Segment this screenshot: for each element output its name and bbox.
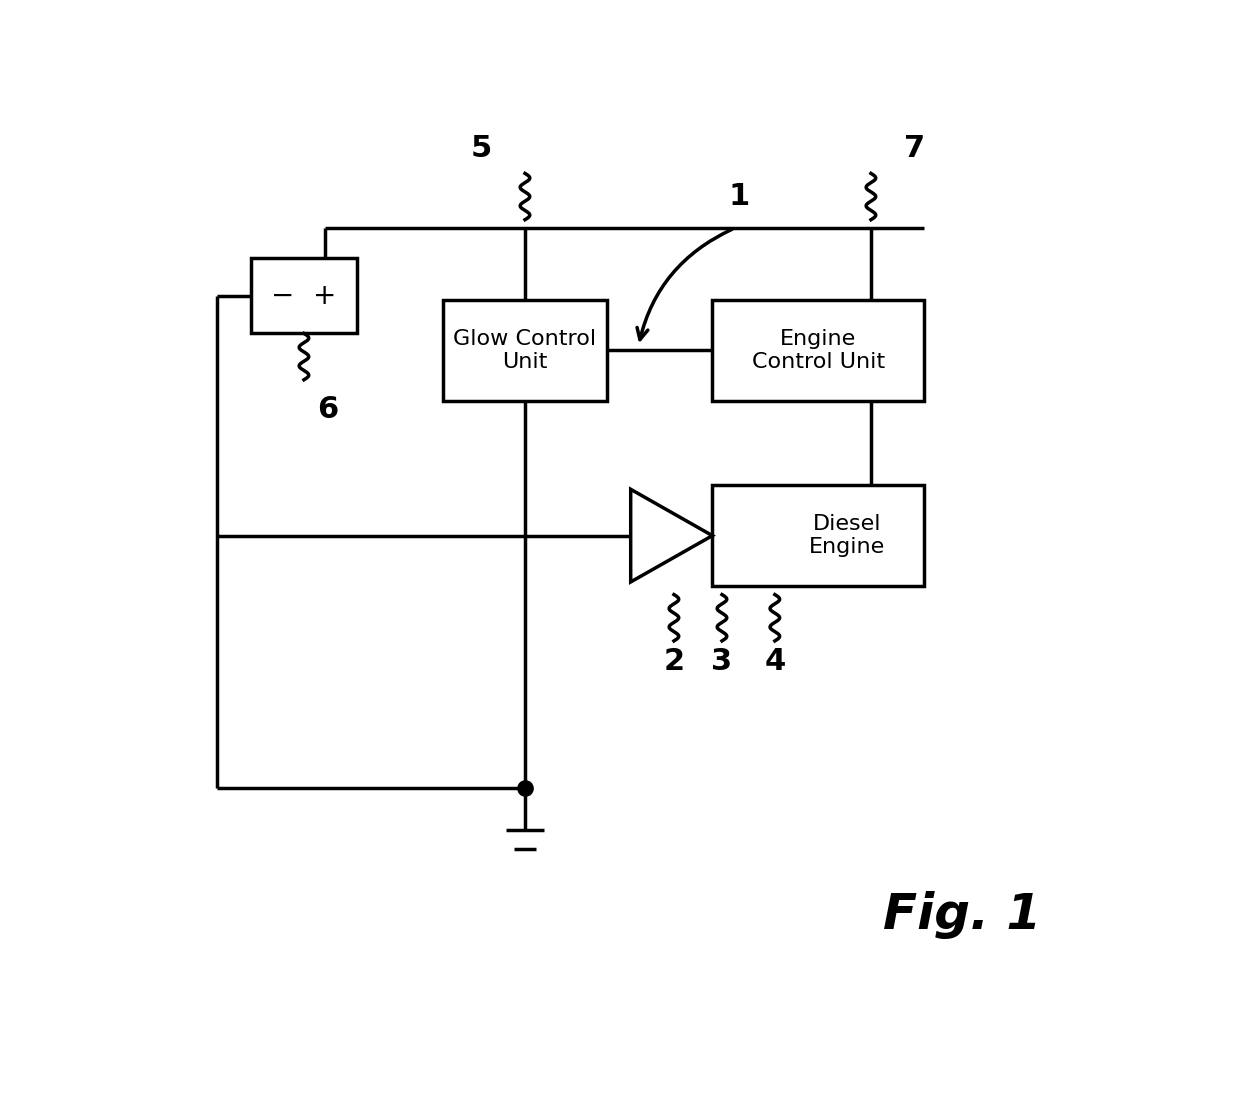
Text: +: + bbox=[314, 281, 337, 310]
Text: −: − bbox=[272, 281, 294, 310]
Text: 7: 7 bbox=[904, 133, 925, 163]
Text: 3: 3 bbox=[712, 648, 733, 676]
Text: Diesel
Engine: Diesel Engine bbox=[808, 514, 885, 557]
FancyBboxPatch shape bbox=[712, 485, 924, 586]
FancyBboxPatch shape bbox=[250, 257, 357, 334]
Text: 6: 6 bbox=[317, 395, 339, 423]
Text: 4: 4 bbox=[764, 648, 785, 676]
Text: 5: 5 bbox=[471, 133, 492, 163]
FancyBboxPatch shape bbox=[712, 300, 924, 400]
Text: Glow Control
Unit: Glow Control Unit bbox=[454, 328, 596, 372]
Text: 1: 1 bbox=[729, 183, 750, 211]
Text: Fig. 1: Fig. 1 bbox=[883, 891, 1042, 939]
FancyBboxPatch shape bbox=[444, 300, 606, 400]
Text: Engine
Control Unit: Engine Control Unit bbox=[751, 328, 884, 372]
Text: 2: 2 bbox=[663, 648, 684, 676]
